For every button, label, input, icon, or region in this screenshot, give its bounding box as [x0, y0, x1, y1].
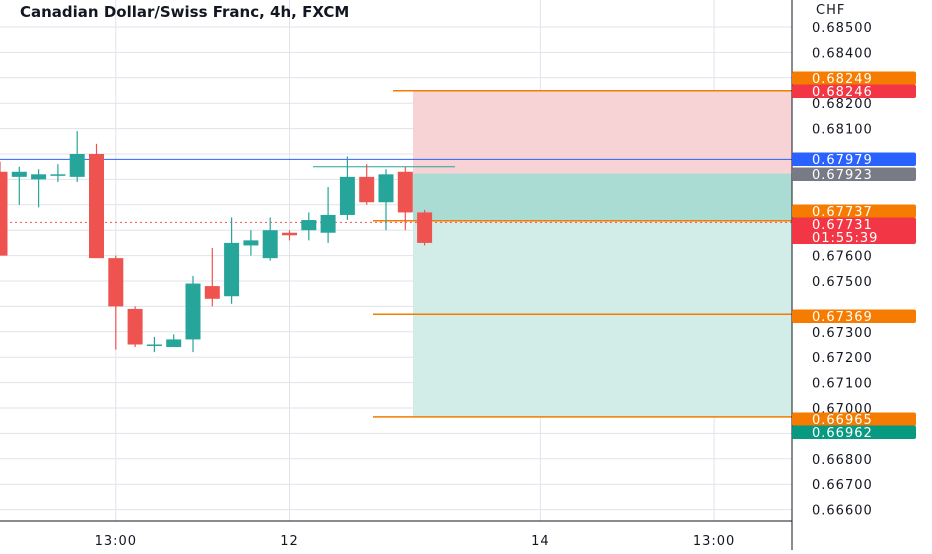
price-tag-label: 0.67737 [812, 205, 873, 220]
countdown-label: 01:55:39 [812, 231, 878, 246]
y-tick-label: 0.67500 [812, 275, 873, 290]
price-tag-bg [792, 309, 916, 323]
candle-body[interactable] [397, 171, 413, 213]
reward-band [413, 173, 792, 221]
x-tick-label: 13:00 [95, 534, 137, 549]
y-tick-label: 0.68500 [812, 21, 873, 36]
price-tag[interactable]: 0.67979 [792, 152, 916, 169]
price-tag[interactable]: 0.68249 [792, 71, 916, 88]
y-tick-label: 0.68200 [812, 97, 873, 112]
y-tick-label: 0.67200 [812, 351, 873, 366]
x-tick-label: 12 [280, 534, 299, 549]
price-tag-bg [792, 167, 916, 181]
price-tag-bg [792, 217, 916, 244]
y-tick-label: 0.66800 [812, 453, 873, 468]
y-tick-label: 0.67300 [812, 326, 873, 341]
chart-title: Canadian Dollar/Swiss Franc, 4h, FXCM [20, 3, 349, 21]
price-tag-label: 0.67979 [812, 153, 873, 168]
price-tag-bg [792, 425, 916, 439]
price-tag-label: 0.67369 [812, 310, 873, 325]
currency-label: CHF [816, 3, 845, 18]
y-tick-label: 0.67100 [812, 377, 873, 392]
price-tag[interactable]: 0.66965 [792, 412, 916, 429]
y-tick-label: 0.68400 [812, 46, 873, 61]
price-tag-bg [792, 71, 916, 85]
candle-body[interactable] [185, 283, 201, 340]
price-tag-bg [792, 152, 916, 166]
candle-body[interactable] [262, 230, 278, 259]
y-tick-label: 0.66600 [812, 504, 873, 519]
price-tag-label: 0.67731 [812, 218, 873, 233]
risk-zone[interactable] [413, 90, 792, 174]
candle-body[interactable] [339, 176, 355, 215]
price-tag-bg [792, 412, 916, 426]
x-tick-label: 13:00 [693, 534, 735, 549]
candle-body[interactable] [378, 174, 394, 203]
candle-body[interactable] [417, 212, 433, 243]
candle-body[interactable] [301, 220, 317, 231]
candle-body[interactable] [359, 176, 375, 203]
candle-body[interactable] [69, 154, 85, 177]
candle-body[interactable] [320, 214, 336, 233]
candle-body[interactable] [204, 286, 220, 299]
price-tag-label: 0.67923 [812, 168, 873, 183]
candle-body[interactable] [224, 242, 240, 297]
y-tick-label: 0.67600 [812, 250, 873, 265]
x-tick-label: 14 [531, 534, 550, 549]
price-tag[interactable]: 0.66962 [792, 425, 916, 442]
price-tag-bg [792, 204, 916, 218]
price-tag[interactable]: 0.67369 [792, 309, 916, 326]
candle-body[interactable] [127, 308, 143, 345]
candle-body[interactable] [0, 171, 8, 256]
price-tag[interactable]: 0.68246 [792, 84, 916, 101]
price-tag-bg [792, 84, 916, 98]
price-tag-label: 0.66962 [812, 426, 873, 441]
price-tag-label: 0.68246 [812, 85, 873, 100]
y-tick-label: 0.68100 [812, 123, 873, 138]
candle-body[interactable] [31, 174, 47, 180]
candle-body[interactable] [89, 154, 104, 259]
candle-body[interactable] [146, 344, 162, 347]
candle-body[interactable] [50, 174, 66, 176]
candle-body[interactable] [108, 258, 124, 307]
y-tick-label: 0.66700 [812, 478, 873, 493]
candle-body[interactable] [166, 339, 182, 348]
price-tag[interactable]: 0.67923 [792, 167, 916, 184]
candle-body[interactable] [11, 171, 27, 177]
candle-body[interactable] [243, 240, 259, 246]
price-tag-label: 0.66965 [812, 413, 873, 428]
price-tag[interactable]: 0.67737 [792, 204, 916, 221]
price-tag-label: 0.68249 [812, 72, 873, 87]
candle-body[interactable] [282, 232, 297, 236]
